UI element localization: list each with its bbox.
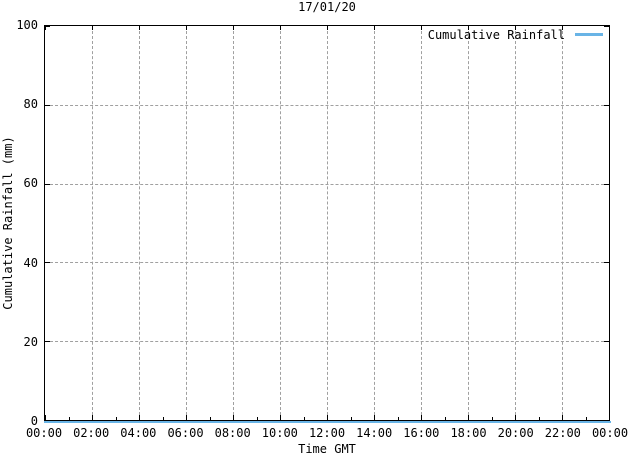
y-major-tick bbox=[45, 262, 50, 264]
x-major-tick bbox=[186, 26, 187, 30]
x-major-tick bbox=[609, 415, 610, 420]
x-minor-tick bbox=[444, 417, 446, 420]
x-minor-tick bbox=[350, 417, 352, 420]
x-tick-label: 08:00 bbox=[214, 426, 251, 440]
y-major-tick bbox=[45, 341, 50, 343]
legend-line-swatch bbox=[575, 33, 603, 36]
x-major-tick bbox=[421, 26, 422, 30]
y-tick-label: 0 bbox=[30, 414, 38, 428]
x-tick-label: 00:00 bbox=[25, 426, 63, 440]
y-major-tick bbox=[604, 420, 609, 421]
x-minor-tick bbox=[303, 417, 305, 420]
x-major-tick bbox=[92, 415, 93, 420]
x-tick-label: 14:00 bbox=[356, 426, 393, 440]
x-gridline bbox=[92, 26, 93, 420]
x-minor-tick bbox=[538, 417, 540, 420]
x-major-tick bbox=[92, 26, 93, 30]
x-axis-title: Time GMT bbox=[298, 442, 356, 456]
x-major-tick bbox=[421, 415, 422, 420]
x-tick-label: 20:00 bbox=[497, 426, 534, 440]
x-major-tick bbox=[233, 26, 234, 30]
chart-title: 17/01/20 bbox=[298, 0, 356, 14]
x-tick-label: 10:00 bbox=[261, 426, 298, 440]
x-major-tick bbox=[374, 26, 375, 30]
x-minor-tick bbox=[115, 417, 117, 420]
x-tick-label: 12:00 bbox=[308, 426, 346, 440]
x-gridline bbox=[468, 26, 469, 420]
x-tick-label: 18:00 bbox=[450, 426, 487, 440]
y-gridline bbox=[45, 341, 609, 343]
plot-area bbox=[44, 25, 610, 421]
y-major-tick bbox=[45, 183, 50, 185]
x-major-tick bbox=[45, 26, 46, 30]
y-major-tick bbox=[604, 262, 609, 264]
y-major-tick bbox=[604, 26, 609, 27]
x-minor-tick bbox=[209, 417, 211, 420]
x-major-tick bbox=[186, 415, 187, 420]
x-gridline bbox=[280, 26, 281, 420]
x-major-tick bbox=[374, 415, 375, 420]
x-major-tick bbox=[327, 26, 328, 30]
x-major-tick bbox=[562, 26, 563, 30]
y-gridline bbox=[45, 262, 609, 264]
x-major-tick bbox=[139, 26, 140, 30]
x-minor-tick bbox=[491, 417, 493, 420]
y-major-tick bbox=[45, 26, 50, 27]
x-minor-tick bbox=[397, 417, 399, 420]
x-minor-tick bbox=[68, 417, 70, 420]
y-major-tick bbox=[604, 183, 609, 185]
x-minor-tick bbox=[162, 417, 164, 420]
x-gridline bbox=[374, 26, 375, 420]
x-gridline bbox=[421, 26, 422, 420]
y-gridline bbox=[45, 104, 609, 106]
x-major-tick bbox=[515, 26, 516, 30]
x-major-tick bbox=[45, 415, 46, 420]
x-tick-label: 00:00 bbox=[591, 426, 629, 440]
y-gridline bbox=[45, 183, 609, 185]
x-major-tick bbox=[468, 26, 469, 30]
x-tick-label: 22:00 bbox=[544, 426, 581, 440]
x-minor-tick bbox=[256, 417, 258, 420]
y-tick-label: 20 bbox=[23, 334, 38, 349]
x-gridline bbox=[233, 26, 234, 420]
x-major-tick bbox=[280, 415, 281, 420]
legend-label: Cumulative Rainfall bbox=[427, 28, 565, 42]
x-minor-tick bbox=[585, 417, 587, 420]
y-tick-label: 60 bbox=[23, 176, 38, 191]
y-major-tick bbox=[45, 420, 50, 421]
x-major-tick bbox=[562, 415, 563, 420]
x-major-tick bbox=[609, 26, 610, 30]
x-tick-label: 04:00 bbox=[120, 426, 157, 440]
x-tick-label: 16:00 bbox=[403, 426, 440, 440]
y-tick-label: 40 bbox=[23, 255, 38, 270]
x-gridline bbox=[139, 26, 140, 420]
x-gridline bbox=[327, 26, 328, 420]
x-gridline bbox=[562, 26, 563, 420]
x-gridline bbox=[186, 26, 187, 420]
y-tick-label: 100 bbox=[16, 18, 38, 32]
x-major-tick bbox=[280, 26, 281, 30]
y-tick-label: 80 bbox=[23, 97, 38, 112]
x-major-tick bbox=[515, 415, 516, 420]
y-axis-title: Cumulative Rainfall (mm) bbox=[1, 136, 15, 310]
x-tick-label: 06:00 bbox=[167, 426, 204, 440]
x-tick-label: 02:00 bbox=[73, 426, 110, 440]
y-major-tick bbox=[604, 341, 609, 343]
data-series-line bbox=[44, 421, 611, 423]
x-major-tick bbox=[233, 415, 234, 420]
y-major-tick bbox=[604, 104, 609, 106]
x-major-tick bbox=[327, 415, 328, 420]
x-major-tick bbox=[139, 415, 140, 420]
y-major-tick bbox=[45, 104, 50, 106]
x-gridline bbox=[515, 26, 516, 420]
x-major-tick bbox=[468, 415, 469, 420]
